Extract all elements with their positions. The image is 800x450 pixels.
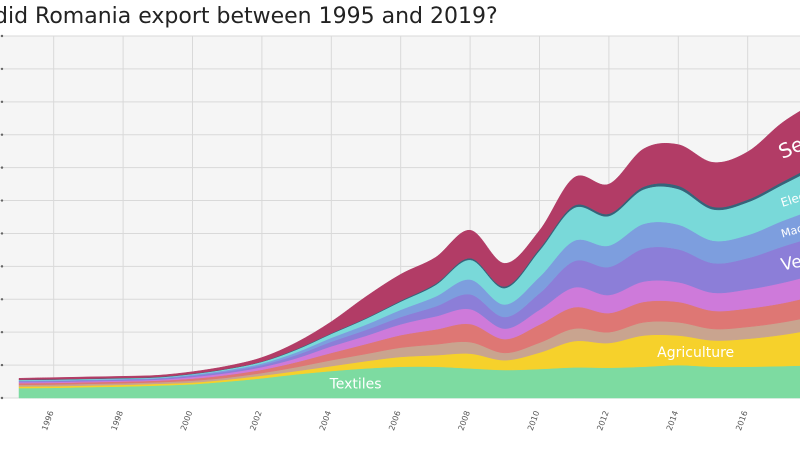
- x-tick-label: 1996: [40, 410, 55, 432]
- y-tick-mark: [0, 199, 4, 202]
- y-tick-mark: [0, 133, 4, 136]
- y-tick-mark: [0, 396, 4, 400]
- series-label-agriculture: Agriculture: [657, 345, 734, 361]
- y-tick-mark: [0, 34, 4, 38]
- x-tick-label: 2004: [318, 410, 333, 432]
- y-tick-mark: [0, 265, 4, 268]
- y-ticks: [0, 34, 4, 400]
- x-tick-label: 2014: [665, 410, 680, 432]
- x-tick-label: 2000: [179, 410, 194, 432]
- series-areas: [18, 110, 800, 399]
- y-tick-mark: [0, 363, 4, 367]
- x-tick-label: 2006: [387, 410, 402, 432]
- y-tick-mark: [0, 100, 4, 104]
- x-tick-label: 1998: [110, 410, 125, 432]
- y-tick-mark: [0, 166, 4, 169]
- y-tick-mark: [0, 330, 4, 334]
- area-services: [18, 110, 800, 380]
- y-tick-mark: [0, 232, 4, 235]
- x-tick-label: 2016: [734, 410, 749, 432]
- x-tick-label: 2012: [595, 410, 610, 432]
- y-tick-mark: [0, 298, 4, 301]
- x-axis: 1996 1998 2000 2002 2004 2006 2008 2010 2012 2014…: [40, 410, 749, 432]
- y-tick-mark: [0, 67, 4, 71]
- x-tick-label: 2002: [248, 410, 263, 432]
- series-label-textiles: Textiles: [329, 376, 382, 392]
- chart-title: did Romania export between 1995 and 2019…: [0, 0, 800, 34]
- x-tick-label: 2008: [457, 410, 472, 432]
- x-tick-label: 2010: [526, 410, 541, 432]
